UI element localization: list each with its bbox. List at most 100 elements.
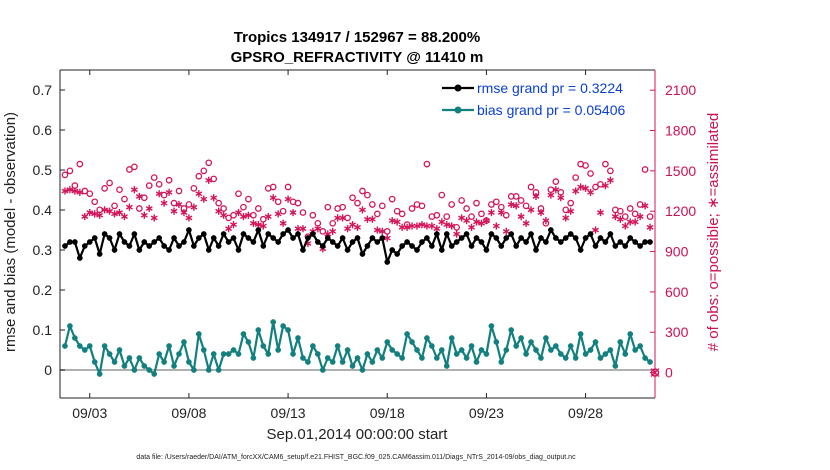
rmse-point bbox=[448, 243, 455, 249]
bias-point bbox=[255, 327, 262, 333]
assimilated-obs-point bbox=[388, 217, 396, 225]
assimilated-obs-point bbox=[611, 212, 619, 221]
rmse-point bbox=[429, 243, 435, 249]
possible-obs-point bbox=[225, 214, 232, 222]
chart-title-line2: GPSRO_REFRACTIVITY @ 11410 m bbox=[231, 49, 484, 66]
bias-point bbox=[562, 355, 569, 361]
rmse-point bbox=[562, 235, 569, 241]
possible-obs-point bbox=[527, 183, 535, 191]
possible-obs-point bbox=[393, 207, 401, 215]
possible-obs-point bbox=[155, 180, 163, 188]
assimilated-obs-point bbox=[185, 214, 193, 222]
rmse-point bbox=[424, 235, 430, 241]
rmse-point bbox=[419, 239, 425, 245]
rmse-point bbox=[349, 239, 356, 245]
assimilated-obs-point bbox=[249, 219, 257, 227]
bias-point bbox=[121, 363, 128, 369]
y-tick-label: 0.4 bbox=[33, 202, 53, 218]
assimilated-obs-point bbox=[562, 214, 570, 222]
possible-obs-point bbox=[488, 201, 495, 208]
possible-obs-point bbox=[135, 205, 143, 212]
rmse-point bbox=[280, 231, 286, 237]
rmse-point bbox=[374, 239, 381, 245]
bias-point bbox=[582, 351, 589, 357]
bias-point bbox=[280, 323, 286, 329]
x-tick-label: 09/03 bbox=[72, 405, 107, 421]
possible-obs-point bbox=[373, 210, 381, 218]
possible-obs-point bbox=[250, 211, 257, 219]
assimilated-obs-point bbox=[502, 227, 510, 235]
rmse-point bbox=[96, 251, 103, 257]
possible-obs-point bbox=[195, 172, 203, 180]
bias-point bbox=[448, 335, 455, 341]
bias-point bbox=[339, 359, 346, 365]
possible-obs-point bbox=[76, 160, 84, 168]
possible-obs-point bbox=[299, 209, 307, 216]
assimilated-obs-point bbox=[482, 217, 490, 225]
assimilated-obs-point bbox=[557, 194, 565, 202]
assimilated-obs-point bbox=[487, 208, 495, 217]
bias-point bbox=[597, 355, 604, 361]
possible-obs-point bbox=[111, 202, 118, 210]
bias-point bbox=[518, 335, 524, 341]
bias-point bbox=[166, 343, 172, 349]
assimilated-obs-point bbox=[190, 203, 198, 211]
rmse-point bbox=[151, 239, 158, 245]
bias-point bbox=[126, 355, 133, 361]
bias-point bbox=[552, 343, 559, 349]
bias-point bbox=[513, 343, 520, 349]
possible-obs-point bbox=[616, 207, 624, 215]
bias-point bbox=[538, 355, 544, 361]
rmse-point bbox=[161, 243, 167, 249]
assimilated-obs-point bbox=[160, 199, 168, 207]
bias-point bbox=[285, 327, 291, 333]
rmse-point bbox=[146, 243, 153, 249]
assimilated-obs-point bbox=[572, 187, 580, 195]
rmse-point bbox=[166, 247, 172, 253]
bias-point bbox=[295, 335, 301, 341]
bias-point bbox=[503, 347, 510, 353]
rmse-point bbox=[314, 239, 321, 245]
possible-obs-point bbox=[240, 203, 247, 211]
x-tick-label: 09/08 bbox=[171, 405, 206, 421]
rmse-point bbox=[91, 235, 98, 241]
rmse-point bbox=[647, 239, 653, 245]
rmse-point bbox=[171, 235, 177, 241]
assimilated-obs-point bbox=[492, 222, 500, 230]
bias-point bbox=[319, 367, 326, 373]
bias-point bbox=[548, 347, 554, 353]
assimilated-obs-point bbox=[448, 222, 456, 230]
bias-point bbox=[334, 343, 341, 349]
bias-point bbox=[364, 351, 371, 357]
rmse-point bbox=[389, 247, 396, 253]
possible-obs-point bbox=[150, 174, 158, 181]
rmse-point bbox=[126, 243, 133, 249]
x-tick-label: 09/28 bbox=[568, 405, 603, 421]
bias-point bbox=[329, 359, 336, 365]
bias-point bbox=[290, 351, 296, 357]
assimilated-obs-point bbox=[91, 210, 99, 218]
assimilated-obs-point bbox=[210, 194, 218, 202]
y-right-tick-label: 0 bbox=[665, 365, 673, 381]
assimilated-obs-point bbox=[205, 176, 213, 184]
bias-point bbox=[210, 351, 217, 357]
assimilated-obs-point bbox=[175, 200, 183, 209]
assimilated-obs-point bbox=[582, 184, 590, 192]
possible-obs-point bbox=[572, 174, 580, 181]
assimilated-obs-point bbox=[378, 227, 386, 235]
legend-entry: bias grand pr = 0.05406 bbox=[477, 102, 625, 118]
assimilated-obs-point bbox=[587, 188, 595, 196]
bias-point bbox=[116, 347, 123, 353]
rmse-point bbox=[483, 247, 490, 253]
assimilated-obs-point bbox=[413, 222, 421, 230]
assimilated-obs-point bbox=[264, 212, 272, 221]
bias-point bbox=[310, 343, 316, 349]
rmse-point bbox=[205, 247, 212, 253]
rmse-point bbox=[270, 235, 277, 241]
possible-obs-point bbox=[369, 201, 376, 208]
assimilated-obs-point bbox=[592, 226, 599, 234]
assimilated-obs-point bbox=[507, 200, 515, 209]
assimilated-obs-point bbox=[403, 223, 411, 231]
rmse-point bbox=[548, 227, 554, 233]
possible-obs-point bbox=[502, 211, 510, 219]
